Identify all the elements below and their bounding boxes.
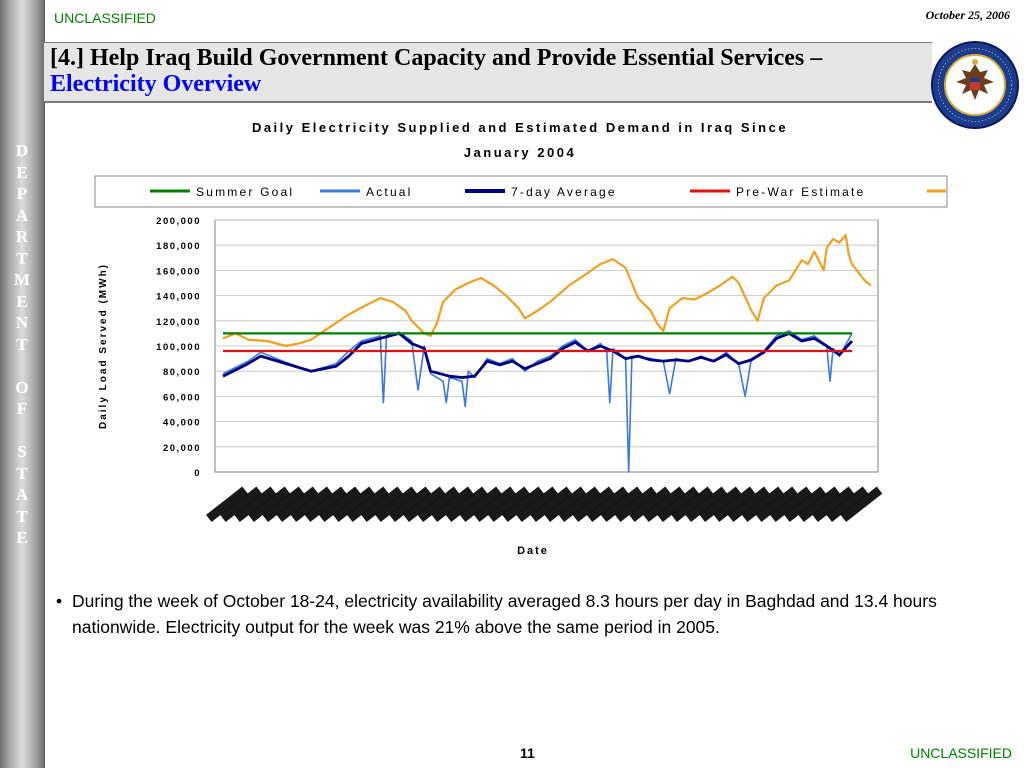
x-tick-label (445, 486, 488, 522)
x-tick-label (262, 486, 305, 522)
electricity-chart: Daily Electricity Supplied and Estimated… (94, 120, 948, 557)
x-tick-label (586, 486, 629, 522)
y-tick-label: 200,000 (156, 216, 201, 227)
x-tick-label (473, 486, 516, 522)
x-tick-label (318, 486, 361, 522)
x-tick-label (248, 486, 291, 522)
legend-label: Actual (366, 185, 413, 199)
classification-footer: UNCLASSIFIED (910, 745, 1012, 761)
x-tick-label (488, 486, 530, 522)
x-tick-label (332, 486, 375, 522)
y-tick-label: 80,000 (163, 367, 201, 378)
x-tick-label (290, 486, 333, 522)
bullet-point: • During the week of October 18-24, elec… (56, 588, 986, 640)
x-tick-label (403, 486, 446, 522)
y-tick-label: 0 (194, 468, 201, 479)
x-tick-label (389, 486, 432, 522)
x-tick-label (685, 486, 728, 522)
chart-title-line1: Daily Electricity Supplied and Estimated… (252, 120, 788, 135)
classification-header: UNCLASSIFIED (54, 10, 156, 26)
page-number: 11 (520, 745, 535, 761)
legend-items: Summer Goal Actual 7-day Average Pre-War Es… (150, 185, 946, 199)
title-highlight: Electricity Overview (50, 71, 262, 97)
x-tick-label (657, 486, 700, 522)
x-axis-label: Date (517, 545, 549, 557)
y-tick-label: 100,000 (156, 342, 201, 353)
x-tick-label (798, 486, 841, 522)
legend-label: Pre-War Estimate (736, 185, 865, 199)
x-tick-label (375, 486, 418, 522)
sidebar-vertical-text: D E P A R T M E N T O F S T A T E (13, 141, 31, 547)
x-tick-label (206, 486, 248, 522)
y-tick-label: 20,000 (163, 443, 201, 454)
y-tick-label: 160,000 (156, 266, 201, 277)
x-tick-label (530, 486, 573, 522)
x-tick-label (826, 486, 869, 522)
x-tick-label (840, 486, 883, 522)
y-tick-labels: 200,000 180,000 160,000 140,000 120,000 100,0… (156, 216, 201, 479)
title-bar (44, 42, 932, 103)
series-lines (222, 233, 872, 473)
x-tick-label (770, 486, 812, 522)
x-tick-label (741, 486, 784, 522)
y-tick-label: 40,000 (163, 418, 201, 429)
x-tick-label (276, 486, 319, 522)
x-tick-label (516, 486, 559, 522)
x-tick-label (234, 486, 277, 522)
x-tick-label (347, 486, 389, 522)
x-tick-labels (206, 486, 883, 522)
state-department-seal-icon (931, 41, 1019, 129)
x-tick-label (699, 486, 742, 522)
y-tick-label: 180,000 (156, 241, 201, 252)
x-tick-label (304, 486, 347, 522)
x-tick-label (727, 486, 770, 522)
x-tick-label (600, 486, 643, 522)
legend-label: 7-day Average (511, 185, 617, 199)
title-main: [4.] Help Iraq Build Government Capacity… (50, 45, 823, 71)
legend-label: Summer Goal (196, 185, 294, 199)
x-tick-label (417, 486, 460, 522)
y-tick-label: 60,000 (163, 392, 201, 403)
x-tick-label (220, 486, 262, 522)
y-axis-label: Daily Load Served (MWh) (98, 263, 109, 429)
x-tick-label (629, 486, 671, 522)
x-tick-label (784, 486, 826, 522)
x-tick-label (713, 486, 756, 522)
x-tick-label (812, 486, 855, 522)
x-tick-label (643, 486, 685, 522)
series-line-estimated-demand (222, 233, 872, 348)
x-tick-label (431, 486, 474, 522)
slide-date: October 25, 2006 (925, 8, 1010, 22)
x-tick-label (572, 486, 615, 522)
bullet-text: During the week of October 18-24, electr… (72, 591, 937, 637)
department-of-state-sidebar: D E P A R T M E N T O F S T A T E (0, 0, 45, 768)
chart-legend (94, 175, 948, 208)
bullet-marker: • (56, 591, 63, 611)
x-tick-label (544, 486, 587, 522)
x-tick-label (558, 486, 601, 522)
slide-title: [4.] Help Iraq Build Government Capacity… (50, 45, 930, 97)
x-tick-label (755, 486, 798, 522)
x-tick-label (502, 486, 544, 522)
x-tick-label (671, 486, 714, 522)
y-tick-label: 140,000 (156, 292, 201, 303)
series-line-seven-day-average (222, 331, 854, 379)
chart-title-line2: January 2004 (464, 145, 576, 160)
y-tick-label: 120,000 (156, 317, 201, 328)
x-tick-label (614, 486, 657, 522)
x-tick-label (361, 486, 403, 522)
x-tick-label (459, 486, 502, 522)
